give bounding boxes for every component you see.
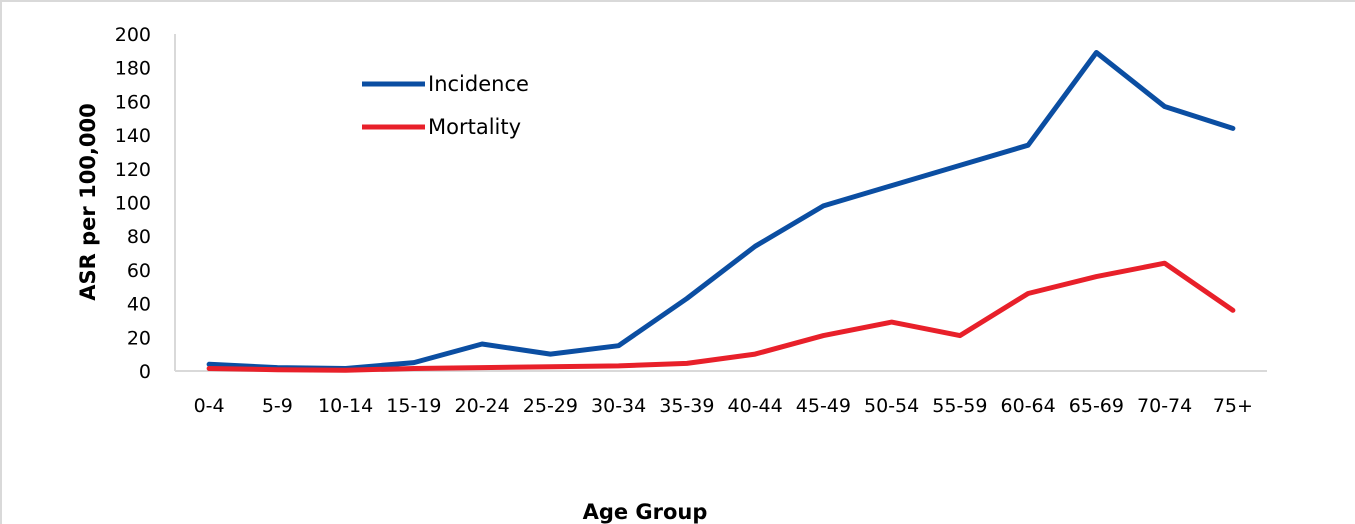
x-tick-label: 45-49: [796, 395, 851, 417]
y-tick-label: 60: [127, 260, 151, 282]
series-line-mortality: [206, 260, 1236, 373]
y-tick-label: 160: [115, 91, 151, 113]
x-tick-label: 25-29: [523, 395, 578, 417]
x-tick-label: 40-44: [728, 395, 783, 417]
legend: Incidence Mortality: [362, 72, 529, 139]
x-tick-label: 5-9: [262, 395, 293, 417]
y-tick-label: 140: [115, 125, 151, 147]
y-tick-label: 120: [115, 159, 151, 181]
x-tick-label: 35-39: [659, 395, 714, 417]
x-tick-label: 75+: [1213, 395, 1253, 417]
x-axis-title: Age Group: [583, 500, 708, 524]
x-tick-label: 15-19: [386, 395, 441, 417]
y-tick-label: 40: [127, 294, 151, 316]
legend-label-mortality: Mortality: [428, 115, 521, 139]
x-tick-label: 55-59: [932, 395, 987, 417]
x-tick-label: 0-4: [194, 395, 225, 417]
y-tick-label: 180: [115, 58, 151, 80]
x-axis: 0-4 5-9 10-14 15-19 20-24 25-29 30-34 35-39 40-4…: [175, 370, 1267, 417]
series-line-incidence: [206, 50, 1236, 371]
x-tick-label: 65-69: [1069, 395, 1124, 417]
series-lines: [206, 50, 1236, 373]
legend-label-incidence: Incidence: [428, 72, 529, 96]
y-tick-label: 0: [139, 361, 151, 383]
y-tick-label: 200: [115, 24, 151, 46]
y-tick-label: 100: [115, 193, 151, 215]
x-tick-label: 30-34: [591, 395, 646, 417]
x-tick-label: 60-64: [1001, 395, 1056, 417]
y-axis-title: ASR per 100,000: [76, 103, 100, 300]
y-axis: 0 20 40 60 80 100 120 140 160 180 200: [115, 24, 176, 383]
x-tick-label: 20-24: [455, 395, 510, 417]
x-tick-label: 10-14: [318, 395, 373, 417]
y-tick-label: 20: [127, 327, 151, 349]
x-tick-label: 70-74: [1137, 395, 1192, 417]
x-tick-label: 50-54: [864, 395, 919, 417]
y-tick-label: 80: [127, 226, 151, 248]
